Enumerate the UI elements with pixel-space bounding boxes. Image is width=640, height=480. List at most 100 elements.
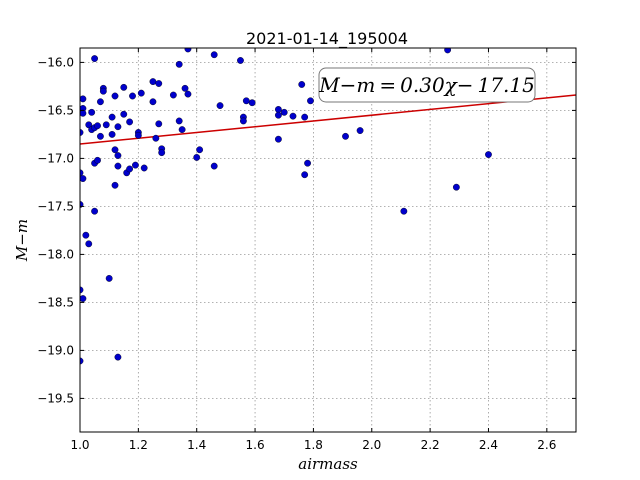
- data-point: [108, 130, 116, 138]
- data-point: [126, 118, 134, 126]
- x-tick-label: 2.0: [362, 438, 381, 452]
- data-point: [120, 110, 128, 118]
- plot-frame: [79, 47, 577, 433]
- data-point: [137, 89, 145, 97]
- data-point: [94, 122, 101, 130]
- y-tick-label: −17.0: [37, 151, 74, 165]
- data-point: [82, 231, 90, 239]
- data-point: [274, 135, 282, 143]
- data-point: [102, 121, 110, 129]
- data-point: [274, 106, 282, 113]
- data-point: [356, 127, 364, 134]
- data-point: [485, 151, 492, 158]
- plot-background: [80, 48, 576, 432]
- y-tick-label: −16.5: [37, 103, 74, 117]
- data-point: [152, 134, 160, 142]
- data-point: [210, 162, 218, 170]
- x-tick-label: 1.4: [187, 438, 206, 452]
- axis-ticks: [79, 48, 576, 432]
- plot-area: [79, 47, 577, 433]
- x-tick-label: 1.6: [246, 438, 265, 452]
- data-point: [91, 207, 98, 215]
- y-tick-label: −18.5: [37, 295, 74, 309]
- data-point: [298, 81, 306, 88]
- y-tick-label: −17.5: [37, 199, 74, 213]
- data-point: [452, 183, 460, 191]
- data-point: [105, 274, 113, 282]
- data-point: [80, 175, 87, 182]
- data-point: [111, 146, 119, 154]
- data-point: [108, 113, 116, 121]
- data-point: [132, 161, 139, 169]
- data-point: [97, 98, 104, 106]
- y-tick-label: −18.0: [37, 247, 74, 261]
- data-point: [248, 99, 256, 107]
- data-point: [175, 60, 183, 68]
- data-point: [307, 97, 314, 105]
- data-point: [301, 171, 309, 179]
- data-point: [289, 112, 297, 120]
- data-point: [193, 154, 201, 161]
- data-point: [301, 113, 309, 121]
- y-tick-label: −19.0: [37, 343, 74, 357]
- data-point: [158, 149, 166, 157]
- data-point: [342, 132, 349, 140]
- x-tick-label: 1.2: [129, 438, 148, 452]
- y-tick-labels: −16.0 −16.5 −17.0 −17.5 −18.0 −18.5 −19.0 −19.5: [37, 55, 74, 405]
- data-point: [184, 48, 192, 53]
- data-point: [80, 295, 87, 302]
- data-point: [114, 152, 122, 159]
- data-point: [111, 92, 119, 100]
- data-point: [181, 84, 189, 92]
- data-point: [114, 353, 122, 361]
- x-tick-label: 2.6: [537, 438, 556, 452]
- data-point: [140, 164, 148, 172]
- data-point: [134, 131, 142, 139]
- fit-line: [79, 94, 577, 145]
- data-point: [304, 159, 311, 167]
- x-tick-labels: 1.0 1.2 1.4 1.6 1.8 2.0 2.2 2.4 2.6: [70, 438, 556, 452]
- fit-annotation: M−m = 0.30χ− 17.15: [318, 67, 536, 103]
- y-tick-label: −19.5: [37, 391, 74, 405]
- x-tick-label: 2.4: [479, 438, 498, 452]
- data-point: [120, 83, 128, 91]
- data-point: [196, 146, 204, 154]
- data-point: [444, 48, 452, 54]
- data-point: [239, 117, 247, 125]
- data-point: [155, 80, 163, 87]
- data-point: [175, 117, 183, 125]
- data-point: [274, 111, 282, 119]
- data-point: [94, 156, 101, 164]
- annotation-text: M−m = 0.30χ− 17.15: [318, 73, 535, 97]
- data-point: [280, 108, 288, 116]
- fit-line-layer: [79, 94, 577, 145]
- data-point: [155, 120, 163, 128]
- x-axis-label: airmass: [298, 455, 358, 473]
- data-point: [80, 95, 87, 103]
- data-point: [111, 181, 119, 189]
- data-point: [97, 132, 104, 140]
- x-tick-label: 1.8: [304, 438, 323, 452]
- data-point: [242, 97, 250, 105]
- data-point: [80, 109, 87, 117]
- data-point: [114, 123, 122, 131]
- data-point: [149, 98, 157, 106]
- y-tick-label: −16.0: [37, 55, 74, 69]
- data-point: [85, 240, 93, 248]
- data-point: [237, 57, 244, 64]
- data-point: [126, 165, 134, 173]
- data-point: [210, 51, 218, 59]
- data-point: [169, 91, 177, 99]
- data-point: [99, 87, 107, 95]
- x-tick-label: 1.0: [70, 438, 89, 452]
- data-points: [80, 48, 492, 365]
- data-point: [91, 55, 98, 62]
- x-tick-label: 2.2: [421, 438, 440, 452]
- data-point: [114, 162, 122, 170]
- data-point: [129, 92, 136, 100]
- grid-lines: [79, 48, 576, 432]
- data-point: [149, 78, 157, 86]
- y-axis-label: M−m: [13, 219, 31, 262]
- data-point: [400, 207, 408, 215]
